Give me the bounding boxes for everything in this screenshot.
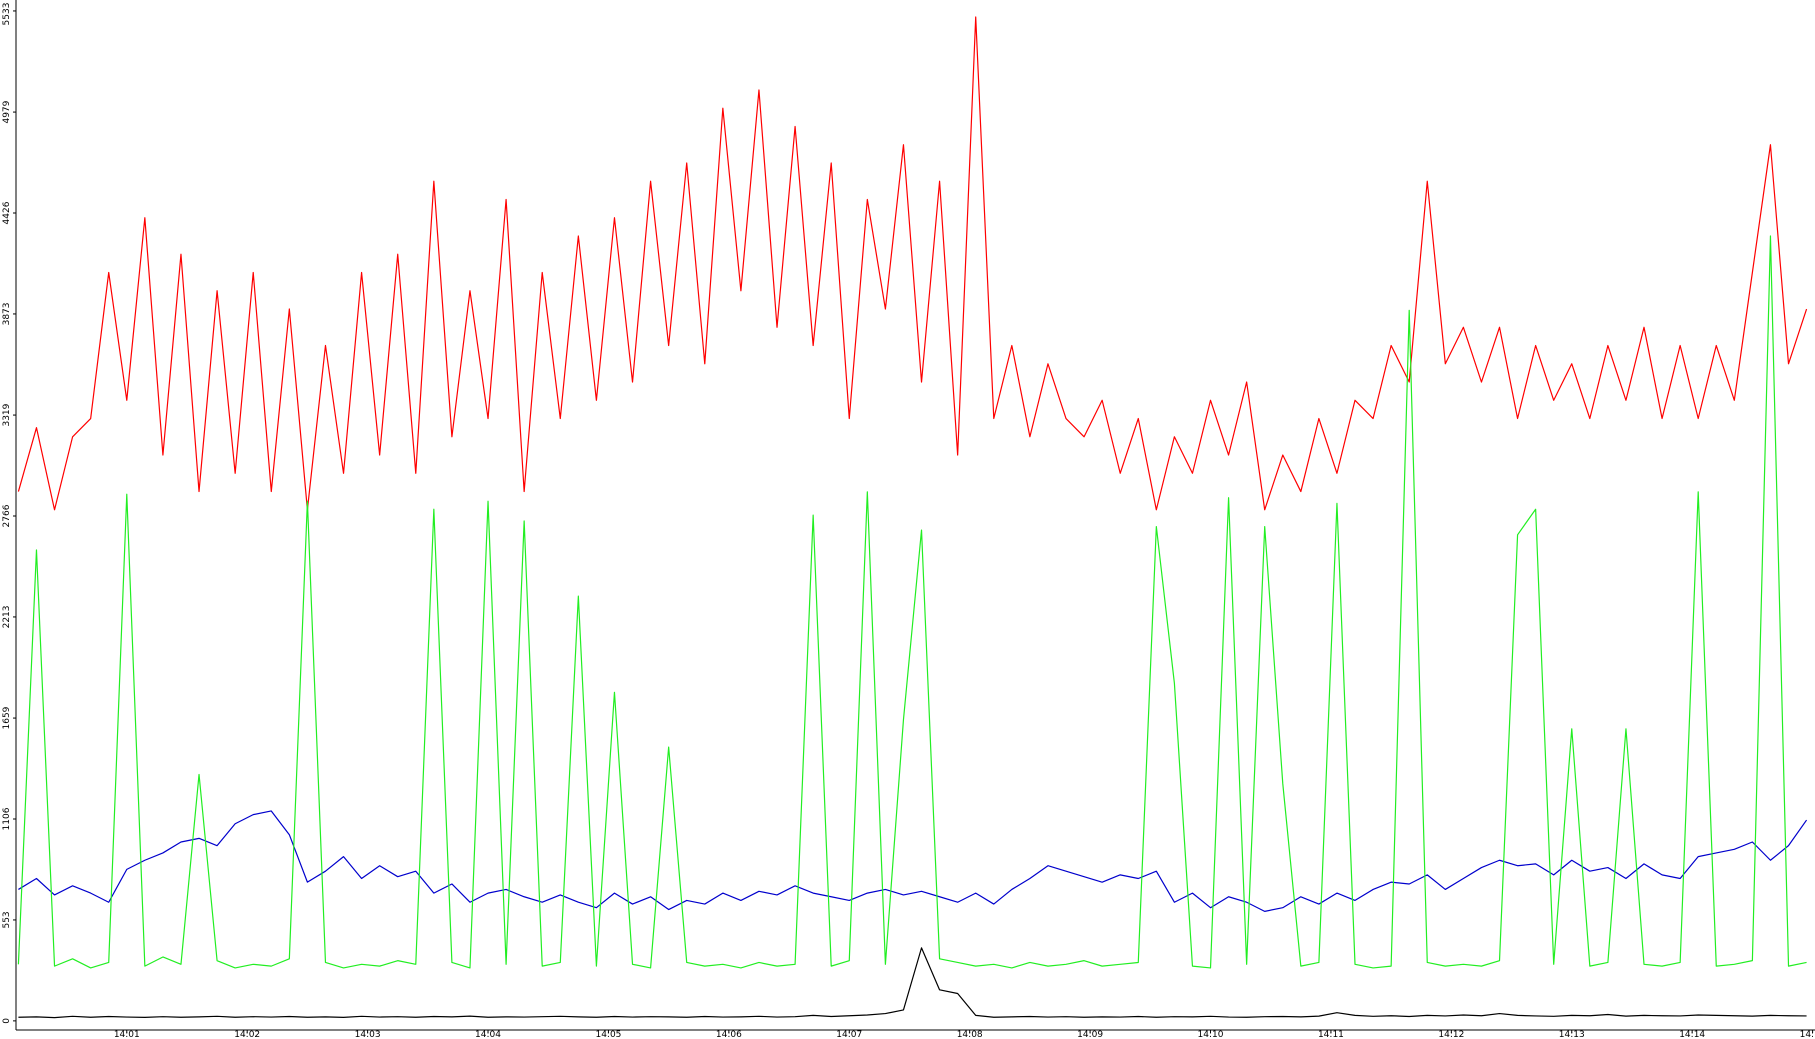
- y-tick-label: 553: [2, 911, 12, 928]
- x-tick-label: 14:03: [355, 1030, 381, 1039]
- data-line: [17, 235, 1807, 969]
- x-tick-label: 14:02: [234, 1030, 260, 1039]
- x-tick-label: 14:05: [595, 1030, 621, 1039]
- y-tick-label: 1106: [2, 807, 12, 830]
- y-tick-label: 2766: [2, 504, 12, 527]
- y-tick-label: 0: [2, 1018, 12, 1024]
- x-tick-label: 14:04: [475, 1030, 501, 1039]
- x-tick-label: 14:13: [1559, 1030, 1585, 1039]
- data-line: [18, 810, 1808, 912]
- data-line: [18, 947, 1807, 1019]
- x-tick-label: 14:15: [1800, 1030, 1815, 1039]
- x-tick-label: 14:12: [1438, 1030, 1464, 1039]
- x-tick-label: 14:11: [1318, 1030, 1344, 1039]
- y-tick-label: 5533: [2, 3, 12, 26]
- y-tick-label: 4426: [2, 201, 12, 224]
- y-tick-label: 3319: [2, 403, 12, 426]
- x-tick-label: 14:07: [836, 1030, 862, 1039]
- y-tick-label: 1659: [2, 706, 12, 729]
- x-tick-label: 14:06: [716, 1030, 742, 1039]
- x-tick-label: 14:08: [957, 1030, 983, 1039]
- y-tick-label: 3873: [2, 302, 12, 325]
- x-tick-label: 14:14: [1679, 1030, 1705, 1039]
- y-tick-label: 4979: [2, 100, 12, 123]
- data-line: [17, 16, 1808, 511]
- x-tick-label: 14:10: [1198, 1030, 1224, 1039]
- x-tick-label: 14:01: [114, 1030, 140, 1039]
- y-tick-label: 2213: [2, 605, 12, 628]
- x-tick-label: 14:09: [1077, 1030, 1103, 1039]
